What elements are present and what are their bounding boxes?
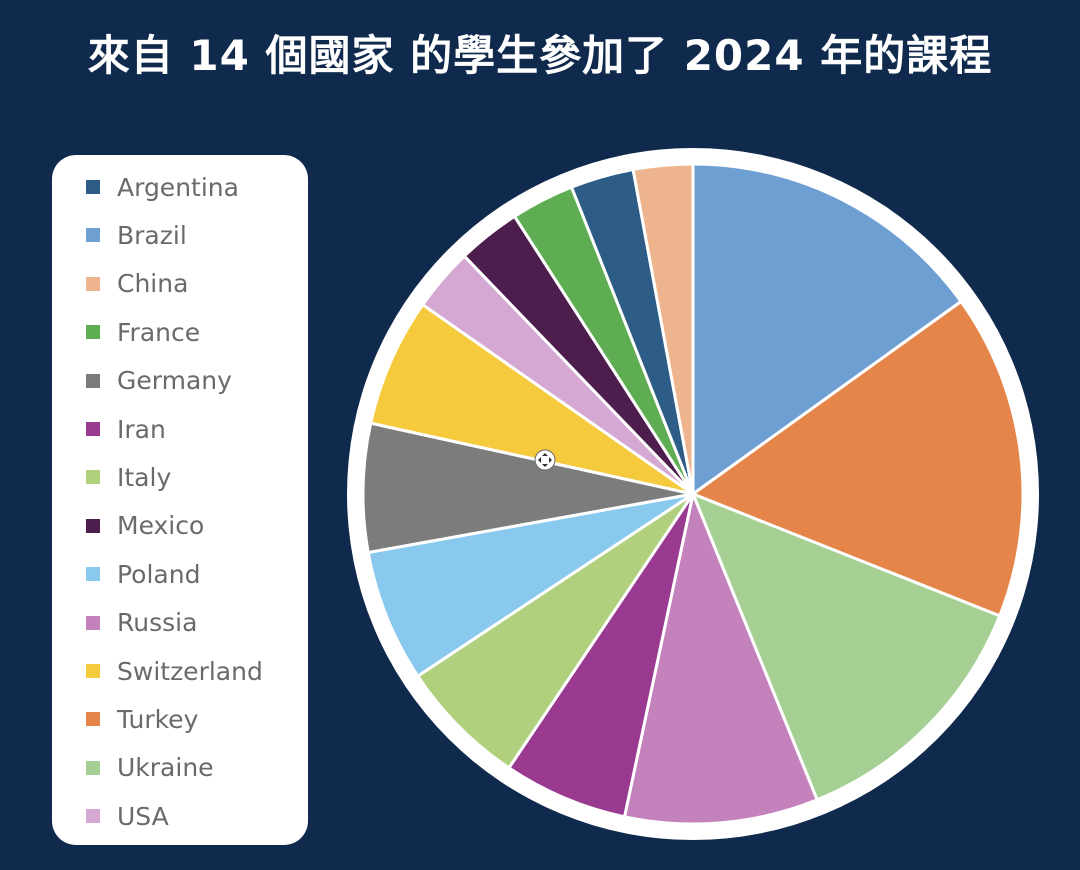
legend-swatch	[86, 712, 100, 727]
legend-swatch	[86, 325, 100, 340]
legend-item-poland: Poland	[86, 554, 200, 594]
legend-swatch	[86, 809, 100, 824]
pie-slice-turkey	[691, 300, 1025, 618]
legend-label: Iran	[117, 414, 166, 444]
pie-slice-iran	[507, 492, 695, 819]
legend-swatch	[86, 180, 100, 194]
legend-label: China	[117, 269, 189, 299]
legend-item-mexico: Mexico	[86, 506, 204, 546]
legend-item-china: China	[86, 264, 188, 304]
legend-item-iran: Iran	[86, 409, 166, 449]
legend-swatch	[86, 373, 100, 388]
legend-swatch	[86, 567, 100, 582]
legend-label: Italy	[117, 462, 172, 492]
legend-label: Turkey	[117, 704, 199, 734]
legend-item-russia: Russia	[86, 603, 197, 643]
pie-slice-ukraine	[691, 492, 1002, 802]
legend-label: Argentina	[117, 172, 239, 202]
legend-item-germany: Germany	[86, 361, 232, 401]
legend-item-usa: USA	[86, 796, 169, 836]
legend-label: Russia	[117, 608, 198, 638]
legend-swatch	[86, 276, 100, 291]
legend-label: Switzerland	[117, 656, 263, 686]
legend-item-turkey: Turkey	[86, 699, 198, 739]
legend-item-france: France	[86, 312, 200, 352]
legend-item-brazil: Brazil	[86, 215, 187, 255]
legend-label: Brazil	[117, 220, 187, 250]
legend-swatch	[86, 422, 100, 436]
legend-swatch	[86, 760, 100, 775]
legend-item-ukraine: Ukraine	[86, 748, 214, 788]
pie-slice-china	[631, 162, 695, 496]
legend-swatch	[86, 615, 100, 630]
legend-swatch	[86, 518, 100, 533]
legend-swatch	[86, 228, 100, 243]
pie-slice-brazil	[691, 162, 963, 496]
legend-swatch	[86, 470, 100, 485]
legend-label: USA	[117, 801, 169, 831]
legend-label: France	[117, 317, 201, 347]
legend-item-switzerland: Switzerland	[86, 651, 263, 691]
pie-slice-germany	[361, 421, 695, 554]
legend-swatch	[86, 664, 100, 678]
pie-slice-italy	[416, 492, 695, 770]
pie-slice-poland	[366, 492, 695, 678]
pie-slice-switzerland	[369, 303, 695, 496]
move-handle-icon[interactable]	[534, 449, 556, 471]
legend-label: Mexico	[117, 511, 205, 541]
legend-label: Germany	[117, 366, 232, 396]
legend-label: Ukraine	[117, 753, 214, 783]
legend-label: Poland	[117, 559, 201, 589]
pie-slice-russia	[623, 492, 819, 826]
chart-legend: Argentina Brazil China France Germany Iran Ita…	[52, 155, 308, 845]
chart-title: 來自 14 個國家 的學生參加了 2024 年的課程	[87, 31, 993, 80]
legend-item-italy: Italy	[86, 457, 171, 497]
legend-item-argentina: Argentina	[86, 167, 239, 207]
